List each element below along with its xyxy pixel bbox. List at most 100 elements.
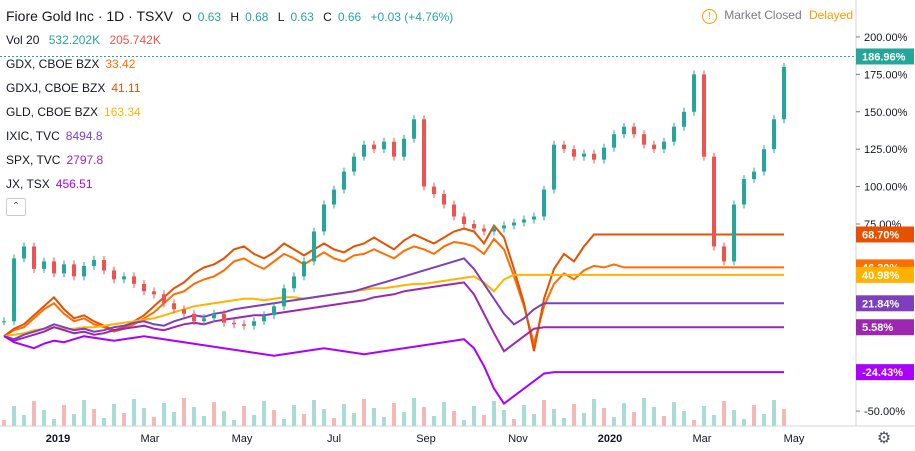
volume-bar [732, 410, 736, 426]
volume-bar [402, 412, 406, 426]
price-candle [292, 276, 296, 289]
market-closed-text: Market Closed [724, 8, 802, 22]
volume-bar [452, 411, 456, 426]
volume-bar [142, 408, 146, 426]
price-candle [52, 261, 56, 274]
y-tick-label: 125.00% [864, 144, 908, 156]
volume-bar [612, 417, 616, 426]
volume-bar [152, 417, 156, 426]
volume-bar [772, 400, 776, 426]
volume-bar [512, 419, 516, 426]
volume-bar [552, 409, 556, 426]
price-candle [262, 315, 266, 322]
series-badge-label: 5.58% [862, 322, 893, 334]
volume-bar [182, 398, 186, 426]
series-badge-label: 21.84% [862, 298, 900, 310]
price-candle [722, 246, 726, 262]
volume-bar [582, 413, 586, 426]
volume-bar [72, 414, 76, 426]
series-badge-label: 40.98% [862, 270, 900, 282]
volume-bar [32, 401, 36, 426]
price-candle [342, 171, 346, 190]
volume-bar [492, 401, 496, 426]
volume-bar [292, 405, 296, 426]
y-tick-label: 150.00% [864, 107, 908, 119]
price-candle [142, 283, 146, 292]
price-candle [252, 321, 256, 326]
volume-bar [322, 409, 326, 426]
volume-bar [702, 406, 706, 426]
x-tick-label: Sep [416, 433, 436, 445]
x-tick-label: Nov [508, 433, 528, 445]
y-tick-label: -50.00% [864, 406, 905, 418]
price-candle [242, 324, 246, 326]
price-candle [472, 224, 476, 229]
volume-bar [22, 415, 26, 426]
volume-bar [302, 414, 306, 426]
volume-bar [672, 402, 676, 426]
volume-bar [212, 402, 216, 426]
x-tick-label: Mar [693, 433, 712, 445]
volume-bar [332, 418, 336, 426]
price-candle [232, 322, 236, 325]
price-candle [312, 231, 316, 262]
volume-bar [542, 400, 546, 426]
series-badge [856, 319, 914, 336]
price-candle [582, 153, 586, 157]
price-candle [692, 74, 696, 112]
price-candle [512, 222, 516, 226]
price-candle [182, 309, 186, 314]
x-tick-label: 2020 [598, 433, 622, 445]
price-candle [672, 126, 676, 142]
y-tick-label: 200.00% [864, 32, 908, 44]
price-candle [632, 126, 636, 135]
price-candle [352, 156, 356, 172]
volume-bar [92, 409, 96, 426]
price-candle [222, 313, 226, 323]
info-icon[interactable]: ! [701, 9, 717, 24]
series-badge-label: 68.70% [862, 229, 900, 241]
price-candle [402, 138, 406, 157]
series-badge [856, 295, 914, 312]
price-candle [382, 141, 386, 150]
price-candle [452, 204, 456, 217]
volume-bar [312, 400, 316, 426]
price-candle [172, 303, 176, 310]
volume-bar [122, 413, 126, 426]
volume-bar [242, 406, 246, 426]
volume-bar [592, 399, 596, 426]
volume-bar [262, 401, 266, 426]
volume-bar [422, 407, 426, 426]
volume-bar [282, 419, 286, 426]
volume-bar [272, 410, 276, 426]
volume-bar [462, 420, 466, 426]
gear-icon[interactable]: ⚙ [876, 430, 892, 447]
series-badge-label: -24.43% [862, 367, 903, 379]
volume-bar [752, 405, 756, 426]
volume-bar [352, 413, 356, 426]
price-candle [62, 264, 66, 274]
price-candle [662, 141, 666, 150]
price-candle [72, 264, 76, 277]
price-candle [132, 276, 136, 284]
volume-bar [692, 420, 696, 426]
price-candle [372, 144, 376, 150]
volume-bar [522, 405, 526, 426]
volume-bar [622, 403, 626, 426]
price-candle [612, 134, 616, 148]
volume-bar [642, 398, 646, 426]
price-candle [362, 144, 366, 157]
price-candle [102, 259, 106, 271]
volume-bar [682, 411, 686, 426]
collapse-legend-button[interactable]: ⌃ [6, 198, 26, 216]
volume-bar [782, 409, 786, 426]
price-candle [502, 225, 506, 229]
price-candle [732, 204, 736, 262]
series-line-gdxj [3, 223, 784, 352]
series-line-gld [3, 273, 784, 338]
price-candle [682, 111, 686, 127]
volume-bar [562, 418, 566, 426]
volume-bar [82, 400, 86, 426]
volume-bar [62, 405, 66, 426]
